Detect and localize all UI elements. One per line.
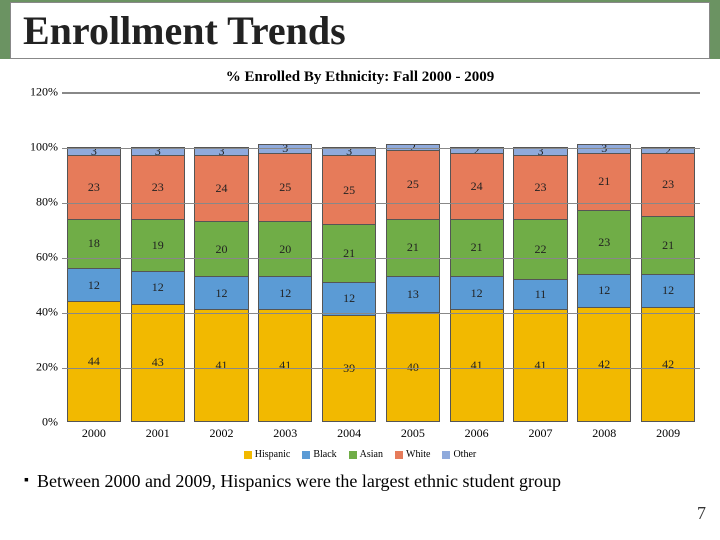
y-axis-tick: 120% <box>30 85 58 100</box>
bar-segment: 12 <box>322 282 376 315</box>
bar-segment: 25 <box>386 150 440 219</box>
x-axis-label: 2009 <box>641 426 695 441</box>
bullet-marker: ▪ <box>24 470 29 492</box>
bar-segment: 12 <box>641 274 695 307</box>
chart-area: % Enrolled By Ethnicity: Fall 2000 - 200… <box>0 59 720 460</box>
bar-segment: 23 <box>641 153 695 216</box>
grid-line <box>62 258 700 259</box>
x-axis-label: 2007 <box>513 426 567 441</box>
legend-label: Hispanic <box>255 449 291 460</box>
bar-segment: 24 <box>194 155 248 221</box>
bar-segment: 21 <box>322 224 376 282</box>
legend-item: Hispanic <box>244 449 291 460</box>
bullet-row: ▪ Between 2000 and 2009, Hispanics were … <box>0 460 720 492</box>
page-number: 7 <box>697 503 706 524</box>
legend-label: Black <box>313 449 336 460</box>
bar-segment: 19 <box>131 219 185 271</box>
bar-segment: 42 <box>641 307 695 423</box>
grid-line <box>62 313 700 314</box>
bar-segment: 12 <box>194 276 248 309</box>
legend-item: White <box>395 449 430 460</box>
grid-line <box>62 368 700 369</box>
bar-segment: 23 <box>131 155 185 218</box>
grid-line <box>62 93 700 94</box>
bar-segment: 12 <box>67 268 121 301</box>
x-axis-label: 2004 <box>322 426 376 441</box>
legend-item: Other <box>442 449 476 460</box>
title-inner: Enrollment Trends <box>10 2 710 59</box>
legend-item: Black <box>302 449 336 460</box>
x-axis-label: 2001 <box>131 426 185 441</box>
legend-swatch <box>442 451 450 459</box>
bar-segment: 21 <box>386 219 440 277</box>
bar-segment: 25 <box>322 155 376 224</box>
bar-segment: 41 <box>258 309 312 422</box>
legend-swatch <box>302 451 310 459</box>
x-axis-label: 2003 <box>258 426 312 441</box>
bar-segment: 12 <box>450 276 504 309</box>
bar-segment: 40 <box>386 312 440 422</box>
x-axis-label: 2000 <box>67 426 121 441</box>
page-title: Enrollment Trends <box>23 7 697 54</box>
bar-segment: 12 <box>258 276 312 309</box>
bar-segment: 20 <box>194 221 248 276</box>
bar-segment: 11 <box>513 279 567 309</box>
grid-line <box>62 203 700 204</box>
x-axis-label: 2005 <box>386 426 440 441</box>
legend-swatch <box>244 451 252 459</box>
chart-legend: Hispanic Black Asian White Other <box>20 449 700 460</box>
x-axis-labels: 2000 2001 2002 2003 2004 2005 2006 2007 2008 2009 <box>62 422 700 441</box>
bar-segment: 23 <box>577 210 631 273</box>
bar-segment: 23 <box>67 155 121 218</box>
bar-segment: 12 <box>131 271 185 304</box>
legend-item: Asian <box>349 449 383 460</box>
legend-swatch <box>349 451 357 459</box>
bar-segment: 13 <box>386 276 440 312</box>
y-axis-tick: 60% <box>36 250 58 265</box>
bar-segment: 21 <box>450 219 504 277</box>
bar-segment: 41 <box>450 309 504 422</box>
bar-segment: 21 <box>577 153 631 211</box>
x-axis-label: 2006 <box>450 426 504 441</box>
x-axis: 2000 2001 2002 2003 2004 2005 2006 2007 2008 2009 <box>62 422 700 441</box>
bar-segment: 18 <box>67 219 121 269</box>
bar-segment: 25 <box>258 153 312 222</box>
legend-label: Asian <box>360 449 383 460</box>
x-axis-label: 2008 <box>577 426 631 441</box>
bar-segment: 20 <box>258 221 312 276</box>
y-axis-tick: 80% <box>36 195 58 210</box>
bar-segment: 21 <box>641 216 695 274</box>
bar-segment: 42 <box>577 307 631 423</box>
y-axis-tick: 40% <box>36 305 58 320</box>
plot-body: 3231812443231912433242012413252012413252… <box>62 92 700 422</box>
bar-segment: 41 <box>194 309 248 422</box>
legend-label: Other <box>453 449 476 460</box>
y-axis: 0%20%40%60%80%100%120% <box>20 92 62 422</box>
chart-plot: 0%20%40%60%80%100%120% 32318124432319124… <box>20 92 700 422</box>
title-bar: Enrollment Trends <box>0 0 720 59</box>
x-axis-label: 2002 <box>194 426 248 441</box>
legend-label: White <box>406 449 430 460</box>
bar-segment: 44 <box>67 301 121 422</box>
legend-swatch <box>395 451 403 459</box>
bar-segment: 22 <box>513 219 567 280</box>
y-axis-tick: 0% <box>42 415 58 430</box>
y-axis-tick: 20% <box>36 360 58 375</box>
bullet-text: Between 2000 and 2009, Hispanics were th… <box>37 470 696 492</box>
grid-line <box>62 148 700 149</box>
bar-segment: 43 <box>131 304 185 422</box>
bar-segment: 41 <box>513 309 567 422</box>
chart-title: % Enrolled By Ethnicity: Fall 2000 - 200… <box>20 69 700 86</box>
bar-segment: 23 <box>513 155 567 218</box>
bar-segment: 12 <box>577 274 631 307</box>
y-axis-tick: 100% <box>30 140 58 155</box>
bar-segment: 24 <box>450 153 504 219</box>
